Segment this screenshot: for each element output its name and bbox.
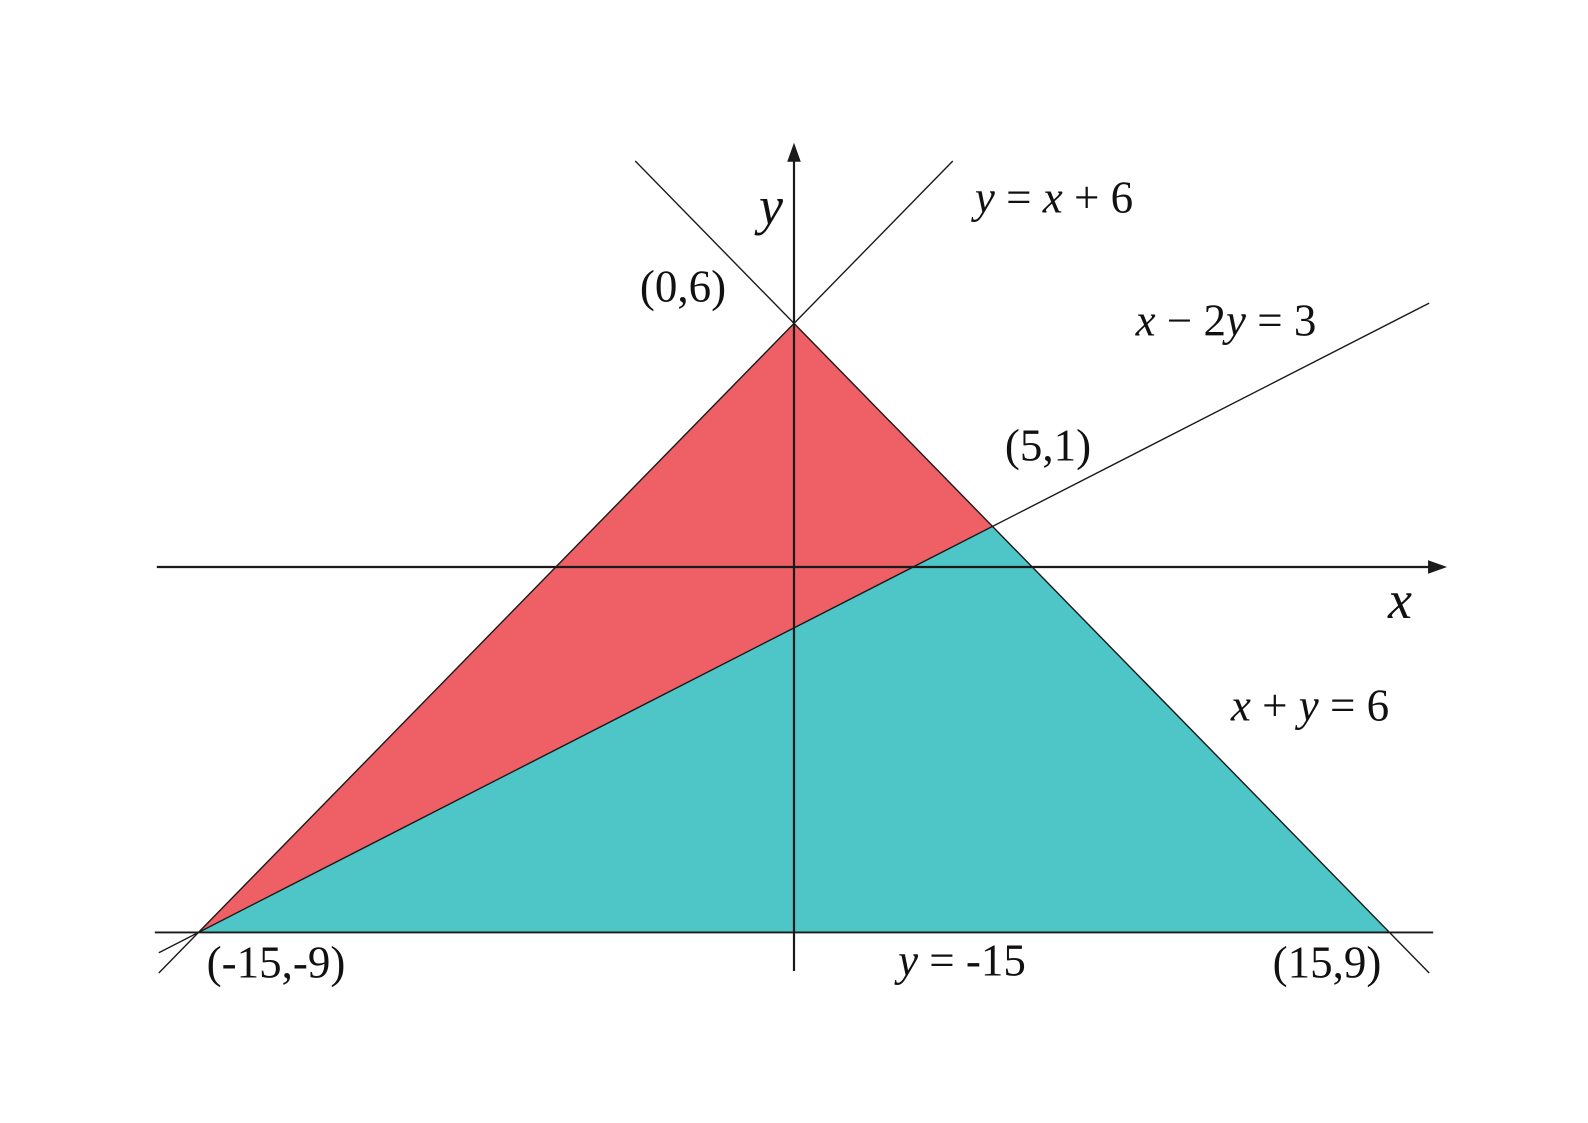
- point-label-0-6: (0,6): [639, 261, 727, 312]
- equation-label-x-plus-y-equals-6: x + y = 6: [1230, 680, 1390, 731]
- equation-label-x-minus-2y-equals-3: x − 2y = 3: [1135, 295, 1317, 346]
- x-axis-arrowhead: [1428, 560, 1448, 574]
- point-label-15-9: (15,9): [1272, 937, 1382, 988]
- y-axis-label: y: [759, 176, 783, 236]
- x-axis-label: x: [1388, 570, 1412, 630]
- y-axis-arrowhead: [787, 142, 801, 162]
- point-label-5-1: (5,1): [1004, 420, 1092, 471]
- equation-label-y-equals-neg15: y = -15: [898, 935, 1026, 986]
- equation-label-y-equals-x-plus-6: y = x + 6: [974, 172, 1134, 223]
- point-label-neg15-neg9: (-15,-9): [206, 937, 346, 988]
